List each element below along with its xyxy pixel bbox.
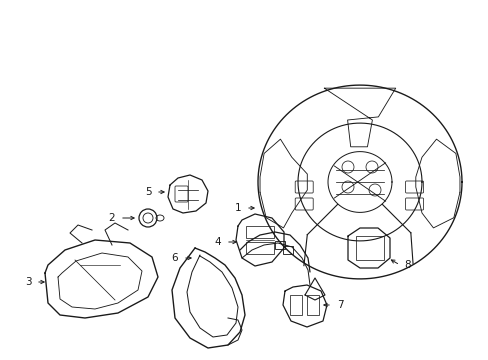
Text: 6: 6 [171,253,178,263]
Text: 5: 5 [144,187,151,197]
Text: 3: 3 [24,277,31,287]
Bar [355,236,383,260]
Bar [289,295,302,315]
Text: 8: 8 [404,260,410,270]
Bar [245,226,273,238]
Bar [283,246,292,254]
Bar [274,241,285,249]
Text: 1: 1 [234,203,241,213]
Text: 2: 2 [108,213,115,223]
Bar [306,295,318,315]
Text: 7: 7 [336,300,343,310]
Text: 4: 4 [214,237,221,247]
Bar [245,242,273,254]
